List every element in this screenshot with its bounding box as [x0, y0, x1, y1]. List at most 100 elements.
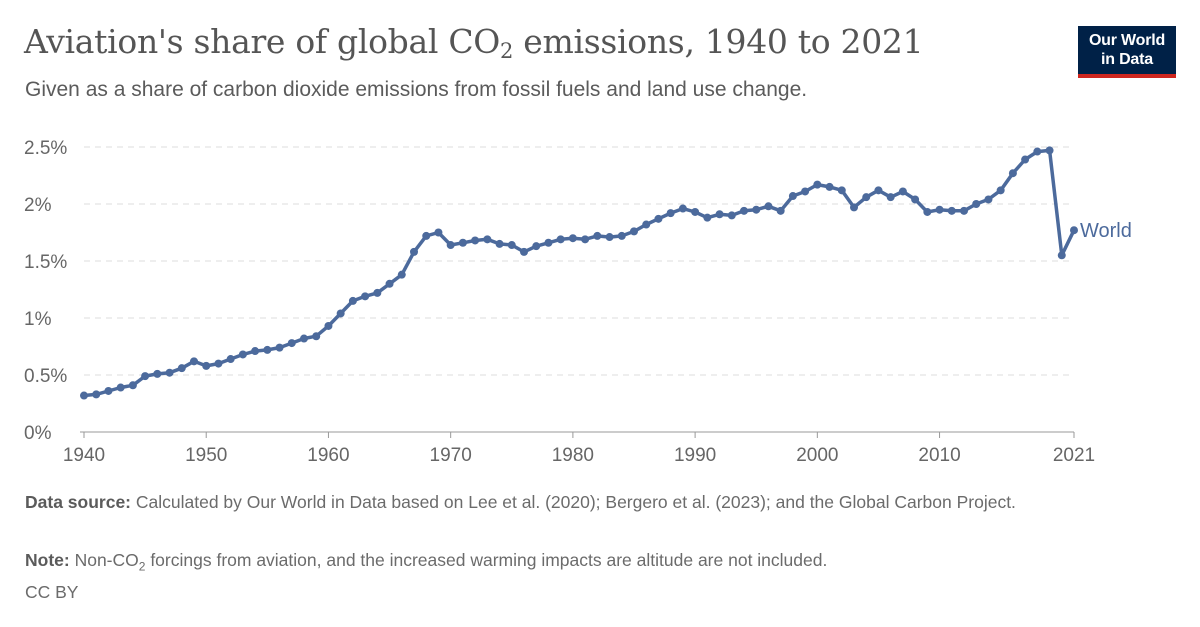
- data-point: [947, 206, 956, 215]
- data-point: [287, 339, 296, 348]
- y-tick-label: 0.5%: [24, 366, 67, 387]
- data-point: [495, 239, 504, 248]
- series-label-world: World: [1080, 220, 1132, 242]
- x-tick-label: 2000: [796, 445, 838, 466]
- data-point: [544, 238, 553, 247]
- data-point: [898, 187, 907, 196]
- owid-logo[interactable]: Our World in Data: [1078, 26, 1176, 78]
- data-point: [960, 206, 968, 215]
- data-source: Data source: Calculated by Our World in …: [25, 492, 1016, 512]
- data-point: [678, 204, 687, 213]
- chart-note: Note: Non-CO2 forcings from aviation, an…: [25, 550, 828, 574]
- data-point: [617, 231, 626, 240]
- data-point: [422, 231, 431, 240]
- data-point: [471, 236, 480, 245]
- x-tick-label: 1940: [63, 445, 105, 466]
- data-point: [911, 195, 920, 204]
- data-point: [984, 195, 993, 204]
- y-tick-label: 0%: [24, 423, 52, 444]
- data-point: [874, 186, 883, 195]
- x-tick-label: 2010: [918, 445, 960, 466]
- data-point: [935, 205, 944, 214]
- data-point: [691, 207, 700, 216]
- data-point: [520, 247, 528, 256]
- data-point: [593, 231, 602, 240]
- data-point: [397, 270, 406, 279]
- data-point: [666, 209, 675, 218]
- data-point: [128, 381, 137, 390]
- data-point: [92, 390, 101, 399]
- y-tick-label: 2%: [24, 195, 52, 216]
- data-point: [850, 203, 858, 212]
- data-point: [385, 279, 394, 288]
- x-tick-label: 1950: [185, 445, 227, 466]
- data-point: [703, 213, 712, 222]
- x-tick-label: 1970: [430, 445, 472, 466]
- data-point: [190, 357, 198, 366]
- data-point: [862, 193, 871, 202]
- data-point: [788, 192, 797, 201]
- data-point: [348, 296, 357, 305]
- data-point: [263, 345, 272, 354]
- page-title: Aviation's share of global CO2 emissions…: [24, 22, 924, 63]
- x-tick-label: 2021: [1053, 445, 1095, 466]
- y-tick-label: 1.5%: [24, 252, 67, 273]
- data-point: [446, 241, 455, 250]
- data-point: [410, 247, 418, 256]
- x-tick-label: 1960: [307, 445, 349, 466]
- data-point: [336, 309, 345, 318]
- data-point: [116, 383, 125, 392]
- data-point: [813, 180, 822, 189]
- data-point: [251, 347, 260, 356]
- data-point: [275, 343, 284, 352]
- x-tick-label: 1990: [674, 445, 716, 466]
- data-point: [764, 202, 773, 211]
- data-point: [605, 233, 614, 242]
- grid-lines: [84, 146, 1074, 376]
- data-point: [630, 227, 638, 236]
- data-point: [214, 359, 223, 368]
- data-point: [1021, 155, 1030, 164]
- data-point: [202, 361, 211, 370]
- data-point: [458, 238, 467, 247]
- data-point: [642, 220, 651, 229]
- data-point: [727, 211, 736, 220]
- data-point: [825, 182, 834, 191]
- logo-line-1: Our World: [1088, 32, 1166, 49]
- data-point: [312, 332, 321, 341]
- license: CC BY: [25, 582, 79, 602]
- data-point: [177, 364, 186, 373]
- data-point: [483, 235, 492, 244]
- data-point: [972, 200, 981, 208]
- data-point: [1070, 226, 1078, 235]
- data-point: [776, 206, 785, 215]
- data-point: [923, 207, 932, 216]
- data-point: [837, 186, 846, 195]
- y-tick-label: 1%: [24, 309, 52, 330]
- data-point: [740, 206, 748, 215]
- data-point: [507, 241, 516, 250]
- data-point: [226, 355, 235, 364]
- data-point: [324, 321, 333, 330]
- axes: 0% 0.5% 1% 1.5% 2% 2.5% 1940 1950 1960 1970 1980 19…: [24, 138, 1095, 466]
- line-chart: 0% 0.5% 1% 1.5% 2% 2.5% 1940 1950 1960 1970 1980 19…: [24, 138, 1132, 466]
- data-point: [532, 242, 541, 251]
- series-line-world: [83, 148, 1076, 398]
- data-point: [752, 205, 761, 214]
- data-point: [361, 292, 370, 301]
- series-points: [80, 146, 1078, 400]
- data-point: [141, 372, 150, 381]
- data-point: [556, 235, 565, 244]
- data-point: [165, 368, 174, 377]
- data-point: [886, 193, 895, 202]
- data-point: [80, 391, 88, 400]
- x-tick-label: 1980: [552, 445, 594, 466]
- data-point: [153, 369, 162, 378]
- y-tick-label: 2.5%: [24, 138, 67, 159]
- data-point: [1045, 146, 1054, 155]
- data-point: [1033, 147, 1042, 156]
- data-point: [568, 234, 577, 243]
- data-point: [1057, 251, 1066, 260]
- data-point: [715, 210, 724, 219]
- data-point: [434, 228, 443, 237]
